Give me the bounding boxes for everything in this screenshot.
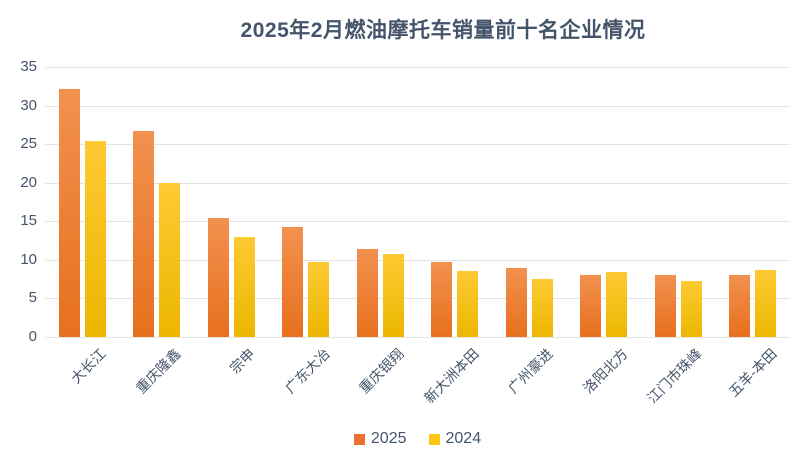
bar-2025-五羊-本田 [729, 275, 751, 337]
bar-2024-广州豪进 [531, 279, 553, 337]
legend-item-2024: 2024 [428, 430, 482, 448]
y-axis-label-20: 20 [20, 173, 37, 191]
bar-2024-江门市珠峰 [680, 281, 702, 337]
bar-2024-广东大冶 [308, 262, 330, 337]
bar-2024-五羊-本田 [755, 269, 777, 337]
bar-2025-大长江 [58, 89, 80, 337]
legend-label-2024: 2024 [445, 430, 482, 447]
y-axis-label-10: 10 [20, 250, 37, 268]
bar-group-江门市珠峰 [641, 67, 716, 337]
bar-2024-重庆隆鑫 [159, 182, 181, 337]
bar-2024-大长江 [84, 141, 106, 337]
bar-2025-重庆银翔 [356, 249, 378, 337]
bar-group-新大洲本田 [418, 67, 493, 337]
y-axis-label-30: 30 [20, 96, 37, 114]
x-axis-label-重庆银翔: 重庆银翔 [356, 345, 407, 397]
bar-2025-广东大冶 [282, 227, 304, 337]
gridline-y30 [45, 105, 790, 107]
bar-group-五羊-本田 [716, 67, 791, 337]
legend-label-2025: 2025 [370, 430, 407, 447]
bar-group-重庆银翔 [343, 67, 418, 337]
bar-group-洛阳北方 [567, 67, 642, 337]
x-axis-label-大长江: 大长江 [67, 345, 109, 387]
bar-2024-新大洲本田 [457, 270, 479, 337]
x-axis-label-宗申: 宗申 [226, 345, 258, 377]
y-axis-label-0: 0 [28, 328, 37, 345]
gridline-y10 [45, 259, 790, 261]
y-axis-label-5: 5 [28, 289, 37, 307]
x-axis-label-五羊-本田: 五羊-本田 [725, 345, 780, 400]
gridline-y15 [45, 221, 790, 223]
legend: 2025 2024 [45, 430, 790, 448]
x-axis-label-新大洲本田: 新大洲本田 [420, 345, 482, 407]
chart-title: 2025年2月燃油摩托车销量前十名企业情况 [240, 19, 646, 42]
bar-2025-重庆隆鑫 [133, 131, 155, 337]
legend-swatch-2024 [428, 433, 440, 445]
bar-2024-重庆银翔 [382, 254, 404, 337]
bar-group-大长江 [45, 67, 120, 337]
bar-2024-洛阳北方 [606, 272, 628, 337]
bar-2025-洛阳北方 [580, 275, 602, 337]
y-axis-label-35: 35 [20, 58, 37, 75]
x-axis-label-江门市珠峰: 江门市珠峰 [644, 345, 705, 407]
y-axis: 0 5 10 15 20 25 30 35 [0, 58, 37, 345]
x-axis-label-广州豪进: 广州豪进 [505, 345, 556, 397]
bar-2025-宗申 [207, 218, 229, 337]
legend-item-2025: 2025 [353, 430, 407, 448]
gridline-y20 [45, 182, 790, 184]
bar-group-广州豪进 [492, 67, 567, 337]
y-axis-label-15: 15 [20, 212, 37, 230]
gridline-y5 [45, 298, 790, 300]
x-axis-label-广东大冶: 广东大冶 [281, 345, 333, 397]
bar-group-重庆隆鑫 [120, 67, 195, 337]
bar-group-广东大冶 [269, 67, 344, 337]
bar-2024-宗申 [233, 236, 255, 337]
bar-2025-江门市珠峰 [654, 274, 676, 337]
gridline-y35 [45, 67, 790, 68]
y-axis-label-25: 25 [20, 135, 37, 153]
gridline-y0 [45, 337, 790, 338]
bar-2025-广州豪进 [505, 267, 527, 337]
plot-area [45, 67, 791, 338]
bar-group-宗申 [194, 67, 269, 337]
x-axis-label-洛阳北方: 洛阳北方 [579, 345, 631, 397]
bar-2025-新大洲本田 [431, 262, 453, 337]
gridline-y25 [45, 144, 790, 146]
x-axis-label-重庆隆鑫: 重庆隆鑫 [132, 345, 184, 397]
legend-swatch-2025 [353, 433, 365, 445]
